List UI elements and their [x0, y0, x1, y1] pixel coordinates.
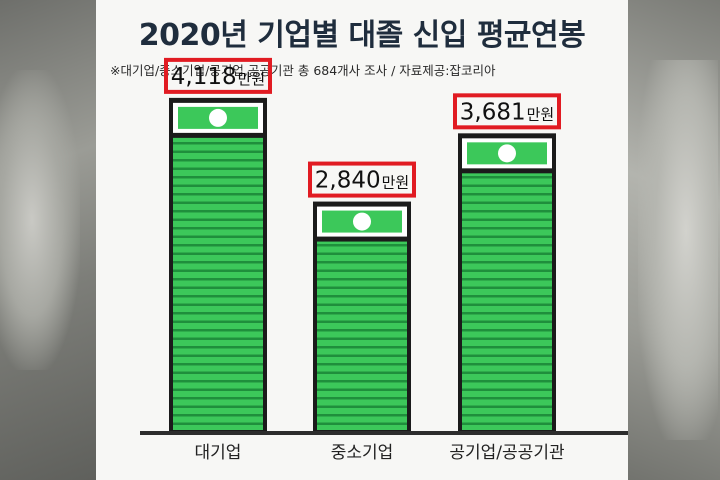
value-label-text: 3,681만원	[460, 99, 554, 125]
x-axis-baseline	[140, 431, 628, 435]
value-label-number: 3,681	[460, 99, 526, 125]
bar-body	[317, 241, 407, 430]
value-label-text: 2,840만원	[315, 168, 409, 194]
value-label: 3,681만원	[453, 93, 561, 130]
value-label-box	[453, 93, 561, 130]
category-label: 공기업/공공기관	[449, 443, 564, 463]
background-blur-right	[638, 60, 718, 440]
bar-cap-coin	[353, 212, 371, 231]
value-label-text: 4,118만원	[171, 64, 265, 90]
value-label-box	[164, 57, 272, 94]
background-blur-left	[0, 70, 80, 370]
value-label-number: 4,118	[171, 64, 237, 90]
chart-panel: 2020년 기업별 대졸 신입 평균연봉 ※대기업/중소기업/공기업,공공기관 …	[96, 0, 628, 480]
chart-subtitle: ※대기업/중소기업/공기업,공공기관 총 684개사 조사 / 자료제공:잡코리…	[110, 63, 496, 78]
background-right	[628, 0, 720, 480]
value-label-unit: 만원	[382, 174, 410, 192]
bar-cap-coin	[209, 108, 227, 127]
bar-cap-coin	[498, 144, 516, 163]
value-label-unit: 만원	[527, 105, 555, 123]
chart-title: 2020년 기업별 대졸 신입 평균연봉	[138, 18, 586, 53]
category-label: 중소기업	[331, 443, 394, 463]
value-label: 4,118만원	[164, 57, 272, 94]
background-left	[0, 0, 96, 480]
bar-body	[462, 173, 552, 431]
value-label-number: 2,840	[315, 168, 381, 194]
category-label: 대기업	[195, 443, 242, 463]
value-label-box	[308, 161, 416, 198]
value-label-unit: 만원	[238, 70, 266, 88]
bar-body	[173, 137, 263, 431]
value-label: 2,840만원	[308, 161, 416, 198]
